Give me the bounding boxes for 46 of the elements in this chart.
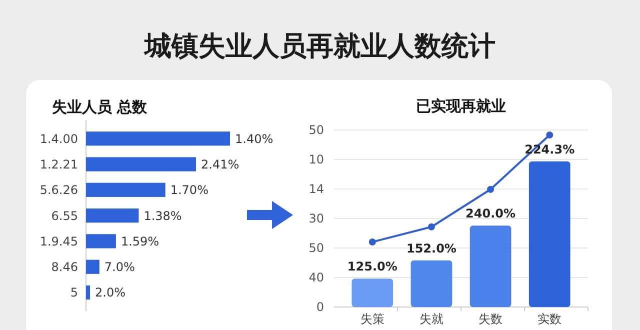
annotation: 1.70% [170,183,208,198]
text: 50 [308,123,324,138]
annotation: 1.59% [120,234,160,248]
bar [86,208,139,223]
point [368,238,376,246]
annotation: 1.38% [144,208,182,223]
annotation: 2.41% [201,157,240,172]
y-tick-label: 1.9.45 [40,234,78,248]
y-tick-label: 1.4.00 [40,132,78,146]
chart-subtitle: 失业人员 总数 [52,98,148,116]
point [428,223,435,230]
y-tick-label: 5 [70,286,78,300]
bar [86,260,100,274]
annotation: 7.0% [104,260,135,274]
bar [410,260,452,307]
point [546,132,554,138]
bar [86,285,90,300]
text: 0 [316,300,324,314]
y-tick-label: 6.55 [51,208,78,223]
text: 城镇失业人员再就业人数统计 [144,31,496,62]
y-tick-label: 1.2.21 [40,157,78,172]
bar [86,157,196,172]
x-tick-label: 失就 [419,312,444,326]
bar [86,182,166,197]
annotation: 152.0% [406,241,456,256]
annotation: 125.0% [347,260,398,274]
annotation: 1.40% [235,132,274,146]
text: 50 [308,241,324,256]
bar [352,278,394,307]
x-tick-label: 实数 [538,312,562,326]
x-tick-label: 失策 [360,312,384,326]
text: 14 [308,182,324,196]
text: 30 [308,212,324,226]
annotation: 2.0% [95,286,126,300]
text: 10 [308,152,324,167]
text: 40 [308,270,324,285]
y-tick-label: 5.6.26 [40,183,78,198]
y-tick-label: 8.46 [51,260,78,274]
bar [86,234,116,248]
bar [528,161,570,307]
annotation: 240.0% [466,206,516,221]
bar [470,226,512,307]
bar [86,132,230,146]
chart-title: 已实现再就业 [416,97,506,115]
point [487,186,494,193]
x-tick-label: 失数 [478,312,503,326]
